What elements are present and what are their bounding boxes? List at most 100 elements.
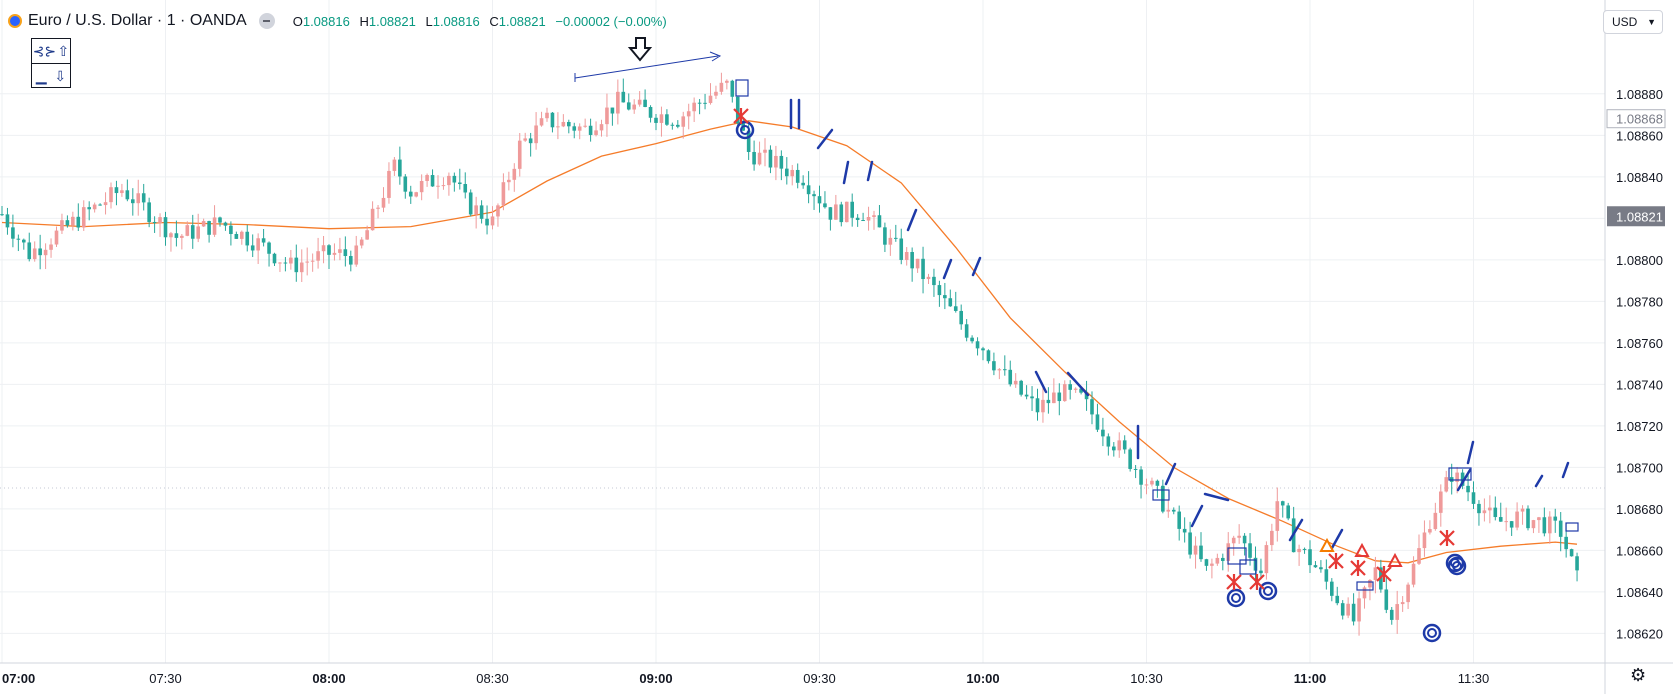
- grid: [0, 0, 1605, 663]
- candle-body: [1171, 509, 1176, 512]
- candle-body: [1003, 369, 1007, 371]
- candle-body: [932, 276, 936, 286]
- tool-row-down[interactable]: ▁ ⇩: [32, 64, 70, 88]
- candle-body: [54, 230, 59, 245]
- candle-body: [403, 176, 408, 192]
- candle-body: [207, 221, 211, 235]
- candle-body: [1286, 505, 1290, 519]
- circle-marker: [1445, 553, 1465, 573]
- candle-body: [621, 91, 626, 103]
- y-tick-label: 1.08640: [1616, 585, 1663, 600]
- candle-body: [539, 118, 544, 126]
- annotations: [574, 37, 1579, 643]
- candle-body: [632, 104, 636, 110]
- open-label: O: [292, 13, 303, 29]
- candle-body: [158, 217, 162, 223]
- candle-body: [1531, 520, 1536, 529]
- candle-body: [430, 175, 435, 187]
- candle-body: [1019, 380, 1023, 395]
- asterisk-marker: [733, 108, 749, 124]
- candle-body: [338, 249, 342, 253]
- candle-body: [953, 306, 958, 311]
- circle-marker: [1226, 588, 1246, 608]
- candle-body: [229, 225, 233, 235]
- candle-body: [98, 204, 102, 206]
- currency-select[interactable]: USD ▼: [1603, 10, 1663, 34]
- collapse-legend-button[interactable]: [258, 13, 275, 29]
- candle-body: [626, 102, 631, 110]
- candle-body: [725, 80, 729, 83]
- candle-body: [283, 262, 288, 264]
- candle-body: [234, 234, 239, 239]
- trend-arrow-head: [709, 51, 722, 62]
- candle-body: [1460, 472, 1465, 486]
- candle-body: [577, 126, 582, 131]
- candle-body: [1275, 501, 1280, 531]
- asterisk-marker: [1249, 574, 1265, 590]
- candle-body: [125, 190, 130, 200]
- candle-body: [1231, 537, 1236, 544]
- gear-icon[interactable]: ⚙: [1630, 665, 1647, 685]
- candle-body: [1041, 399, 1045, 413]
- flag-icon[interactable]: [8, 14, 22, 28]
- open-value: 1.08816: [302, 13, 350, 29]
- candle-body: [5, 214, 10, 228]
- candle-body: [419, 180, 424, 193]
- candle-body: [1455, 472, 1459, 482]
- candle-body: [27, 242, 32, 260]
- slash-marker: [1561, 461, 1570, 479]
- asterisk-marker: [1226, 574, 1242, 590]
- x-tick-label: 11:00: [1294, 671, 1327, 686]
- candle-body: [703, 102, 707, 104]
- trend-arrow-line: [574, 55, 719, 79]
- candle-body: [87, 207, 91, 210]
- candle-body: [1264, 545, 1269, 574]
- candle-body: [81, 207, 86, 228]
- candle-body: [708, 95, 713, 104]
- candle-body: [310, 260, 315, 262]
- candle-body: [1188, 532, 1192, 555]
- candle-body: [997, 369, 1002, 371]
- circle-marker: [1422, 623, 1442, 643]
- candle-body: [452, 175, 457, 183]
- candle-body: [872, 215, 876, 218]
- candle-body: [289, 257, 293, 264]
- candle-body: [583, 125, 587, 127]
- slash-marker: [1203, 492, 1230, 502]
- candle-body: [1330, 581, 1334, 596]
- candle-body: [1444, 477, 1449, 492]
- candle-body: [1128, 449, 1132, 469]
- box-marker: [1356, 581, 1374, 591]
- candle-body: [1013, 380, 1018, 385]
- candle-body: [250, 245, 255, 251]
- candle-body: [605, 107, 609, 125]
- candle-body: [1471, 492, 1476, 504]
- candle-body: [801, 182, 805, 186]
- candle-body: [278, 262, 282, 264]
- candle-body: [490, 216, 495, 226]
- candle-body: [1242, 535, 1247, 544]
- candle-body: [795, 169, 800, 183]
- tool-row-up[interactable]: ⊰⊱ ⇧: [32, 39, 70, 64]
- candle-body: [398, 159, 402, 177]
- candle-body: [1052, 392, 1056, 404]
- candle-body: [163, 217, 168, 238]
- candle-body: [719, 82, 724, 92]
- circle-marker-inner: [1427, 628, 1437, 638]
- candle-body: [839, 204, 844, 223]
- candle-body: [120, 190, 124, 194]
- candle-body: [1166, 509, 1171, 512]
- symbol-title[interactable]: Euro / U.S. Dollar · 1 · OANDA: [28, 12, 247, 29]
- circle-marker-inner: [1450, 558, 1460, 568]
- candle-body: [1079, 388, 1083, 393]
- candle-body: [305, 261, 309, 263]
- x-tick-label: 08:00: [312, 671, 345, 686]
- candle-body: [828, 207, 833, 220]
- slash-marker: [1288, 518, 1304, 542]
- candle-body: [49, 244, 53, 250]
- indicator-toolbox[interactable]: ⊰⊱ ⇧ ▁ ⇩: [31, 38, 71, 88]
- candle-body: [392, 159, 397, 171]
- change-value: −0.00002 (−0.00%): [555, 13, 667, 29]
- candle-body: [441, 185, 446, 187]
